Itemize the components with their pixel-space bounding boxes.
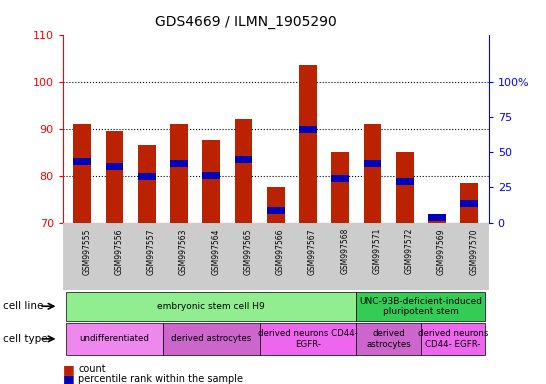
Bar <box>396 152 414 223</box>
Bar <box>331 174 349 182</box>
Bar <box>331 152 349 223</box>
Bar <box>170 161 188 167</box>
Bar <box>73 124 91 223</box>
Text: cell type: cell type <box>3 334 48 344</box>
Text: GSM997555: GSM997555 <box>82 228 91 275</box>
Text: derived astrocytes: derived astrocytes <box>171 334 251 343</box>
Bar <box>203 172 220 179</box>
Text: undifferentiated: undifferentiated <box>80 334 150 343</box>
Text: GSM997569: GSM997569 <box>437 228 446 275</box>
Bar <box>138 145 156 223</box>
Bar <box>203 141 220 223</box>
Bar <box>73 158 91 165</box>
Text: embryonic stem cell H9: embryonic stem cell H9 <box>157 302 265 311</box>
Text: percentile rank within the sample: percentile rank within the sample <box>78 374 243 384</box>
Bar <box>267 207 284 215</box>
Text: cell line: cell line <box>3 301 43 311</box>
Text: count: count <box>78 364 106 374</box>
Text: ■: ■ <box>63 363 75 376</box>
Bar <box>364 161 382 167</box>
Text: GSM997568: GSM997568 <box>340 228 349 275</box>
Bar <box>105 131 123 223</box>
Text: ■: ■ <box>63 373 75 384</box>
Text: derived
astrocytes: derived astrocytes <box>366 329 411 349</box>
Bar <box>428 214 446 220</box>
Bar <box>235 119 252 223</box>
Bar <box>105 163 123 170</box>
Text: GSM997567: GSM997567 <box>308 228 317 275</box>
Bar <box>396 178 414 185</box>
Text: GSM997565: GSM997565 <box>244 228 252 275</box>
Text: GSM997570: GSM997570 <box>470 228 478 275</box>
Bar <box>299 126 317 133</box>
Bar <box>235 156 252 163</box>
Text: GSM997564: GSM997564 <box>211 228 220 275</box>
Bar <box>364 124 382 223</box>
Text: GSM997556: GSM997556 <box>115 228 123 275</box>
Text: UNC-93B-deficient-induced
pluripotent stem: UNC-93B-deficient-induced pluripotent st… <box>359 296 483 316</box>
Bar <box>460 183 478 223</box>
Text: derived neurons CD44-
EGFR-: derived neurons CD44- EGFR- <box>258 329 358 349</box>
Bar <box>170 124 188 223</box>
Text: GSM997571: GSM997571 <box>372 228 382 275</box>
Text: GSM997557: GSM997557 <box>147 228 156 275</box>
Bar <box>428 219 446 223</box>
Bar <box>138 173 156 180</box>
Text: GDS4669 / ILMN_1905290: GDS4669 / ILMN_1905290 <box>155 15 336 29</box>
Text: derived neurons
CD44- EGFR-: derived neurons CD44- EGFR- <box>418 329 488 349</box>
Bar <box>267 187 284 223</box>
Bar <box>299 65 317 223</box>
Text: GSM997566: GSM997566 <box>276 228 284 275</box>
Text: GSM997563: GSM997563 <box>179 228 188 275</box>
Text: GSM997572: GSM997572 <box>405 228 414 275</box>
Bar <box>460 200 478 207</box>
